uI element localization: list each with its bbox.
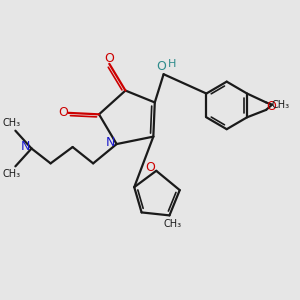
Text: O: O	[266, 100, 276, 112]
Text: O: O	[156, 60, 166, 73]
Text: O: O	[58, 106, 68, 119]
Text: N: N	[106, 136, 115, 149]
Text: CH₃: CH₃	[272, 100, 290, 110]
Text: H: H	[168, 59, 176, 69]
Text: CH₃: CH₃	[164, 219, 182, 229]
Text: O: O	[145, 161, 155, 174]
Text: CH₃: CH₃	[3, 169, 21, 179]
Text: N: N	[20, 140, 30, 153]
Text: CH₃: CH₃	[3, 118, 21, 128]
Text: O: O	[104, 52, 114, 65]
